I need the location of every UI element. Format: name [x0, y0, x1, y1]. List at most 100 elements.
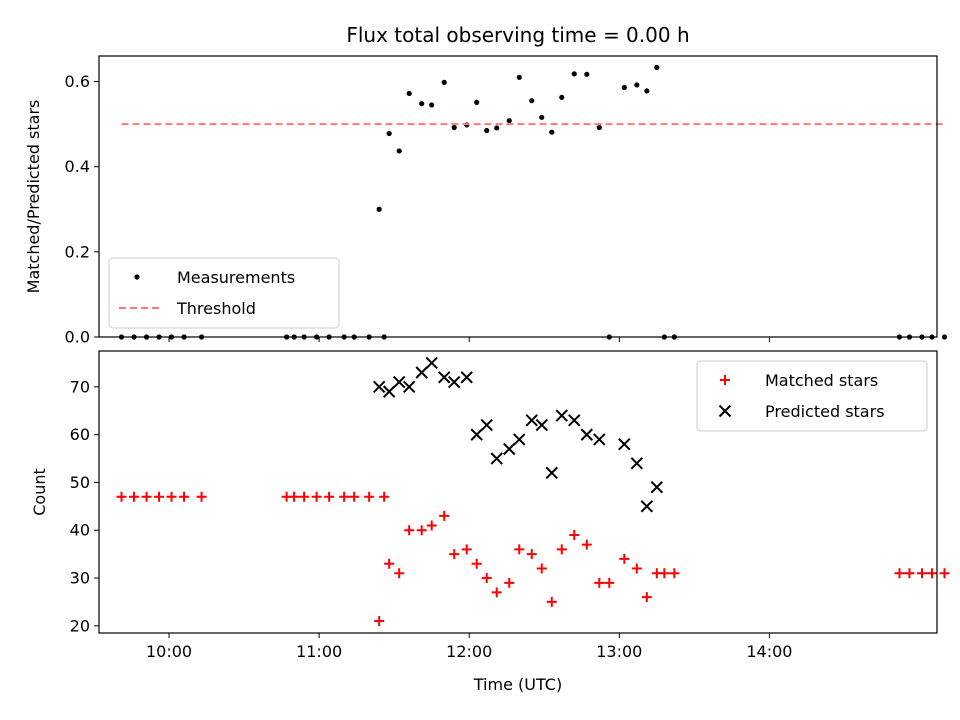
legend-marker: [134, 274, 140, 280]
data-point: [299, 491, 310, 502]
data-point: [513, 433, 526, 446]
data-point: [580, 428, 593, 441]
data-point: [196, 491, 207, 502]
data-point: [129, 491, 140, 502]
series-measurements: [118, 64, 948, 340]
data-point: [904, 568, 915, 579]
data-point: [166, 491, 177, 502]
data-point: [516, 74, 522, 80]
data-point: [535, 418, 548, 432]
data-point: [439, 510, 450, 521]
y-axis-label: Count: [30, 468, 49, 516]
data-point: [941, 334, 948, 340]
data-point: [619, 553, 630, 564]
data-point: [506, 118, 512, 124]
x-tick-label: 13:00: [596, 642, 642, 661]
data-point: [630, 457, 644, 470]
data-point: [429, 102, 435, 108]
data-point: [525, 414, 538, 427]
data-point: [631, 563, 642, 574]
data-point: [154, 491, 165, 502]
legend-label: Matched stars: [765, 371, 878, 390]
data-point: [529, 98, 535, 104]
data-point: [426, 520, 437, 531]
data-point: [416, 525, 427, 536]
data-point: [372, 380, 386, 394]
plot-frame: [98, 350, 938, 634]
data-point: [364, 491, 375, 502]
legend-marker: [718, 404, 732, 418]
data-point: [311, 491, 322, 502]
ratio-panel: 0.0 0.2 0.4 0.6 Matched/Predicted stars Measu…: [24, 55, 948, 347]
data-point: [402, 380, 416, 394]
data-point: [669, 568, 680, 579]
data-point: [451, 124, 457, 131]
data-point: [470, 428, 483, 441]
x-tick-label: 10:00: [146, 642, 192, 661]
data-point: [939, 568, 950, 579]
legend: Measurements Threshold: [108, 257, 340, 329]
data-point: [425, 356, 438, 370]
data-point: [581, 539, 592, 550]
data-point: [404, 525, 415, 536]
data-point: [386, 130, 392, 137]
data-point: [644, 88, 650, 94]
data-point: [926, 568, 937, 579]
data-point: [437, 371, 451, 384]
data-point: [621, 84, 627, 91]
data-point: [604, 577, 615, 588]
data-point: [339, 491, 350, 502]
data-point: [640, 500, 654, 513]
series-predicted-stars: [372, 356, 664, 513]
data-point: [539, 114, 545, 120]
data-point: [449, 549, 460, 560]
y-axis-label: Matched/Predicted stars: [24, 100, 43, 294]
data-point: [394, 568, 405, 579]
data-point: [618, 437, 631, 451]
data-point: [448, 375, 461, 389]
y-tick-label: 0.6: [65, 72, 90, 91]
y-tick-label: 70: [70, 377, 90, 396]
data-point: [569, 530, 580, 541]
legend-label: Measurements: [177, 268, 295, 287]
legend-label: Threshold: [176, 299, 256, 318]
data-point: [556, 544, 567, 555]
y-tick-label: 0.0: [65, 328, 90, 347]
data-point: [419, 101, 425, 107]
data-point: [481, 573, 492, 584]
y-tick-label: 0.4: [65, 157, 90, 176]
data-point: [514, 544, 525, 555]
data-point: [384, 558, 395, 569]
x-axis-label: Time (UTC): [473, 675, 562, 694]
data-point: [526, 549, 537, 560]
data-point: [916, 568, 927, 579]
data-point: [641, 592, 652, 603]
data-point: [555, 409, 568, 422]
data-point: [379, 491, 390, 502]
data-point: [484, 127, 490, 134]
data-point: [374, 616, 385, 627]
data-point: [594, 577, 605, 588]
data-point: [504, 577, 515, 588]
legend-box: [108, 257, 340, 329]
y-tick-label: 20: [70, 616, 90, 635]
data-point: [596, 124, 602, 131]
data-point: [894, 568, 905, 579]
data-point: [659, 568, 670, 579]
data-point: [571, 71, 577, 77]
y-tick-label: 60: [70, 425, 90, 444]
data-point: [460, 371, 473, 384]
data-point: [503, 442, 516, 456]
data-point: [494, 125, 500, 131]
plot-frame: [98, 55, 938, 338]
data-point: [471, 558, 482, 569]
legend-box: [696, 360, 928, 432]
data-point: [406, 90, 412, 97]
y-tick-label: 50: [70, 473, 90, 492]
data-point: [382, 385, 396, 398]
data-point: [415, 366, 428, 379]
data-point: [634, 82, 640, 88]
data-point: [490, 452, 503, 465]
